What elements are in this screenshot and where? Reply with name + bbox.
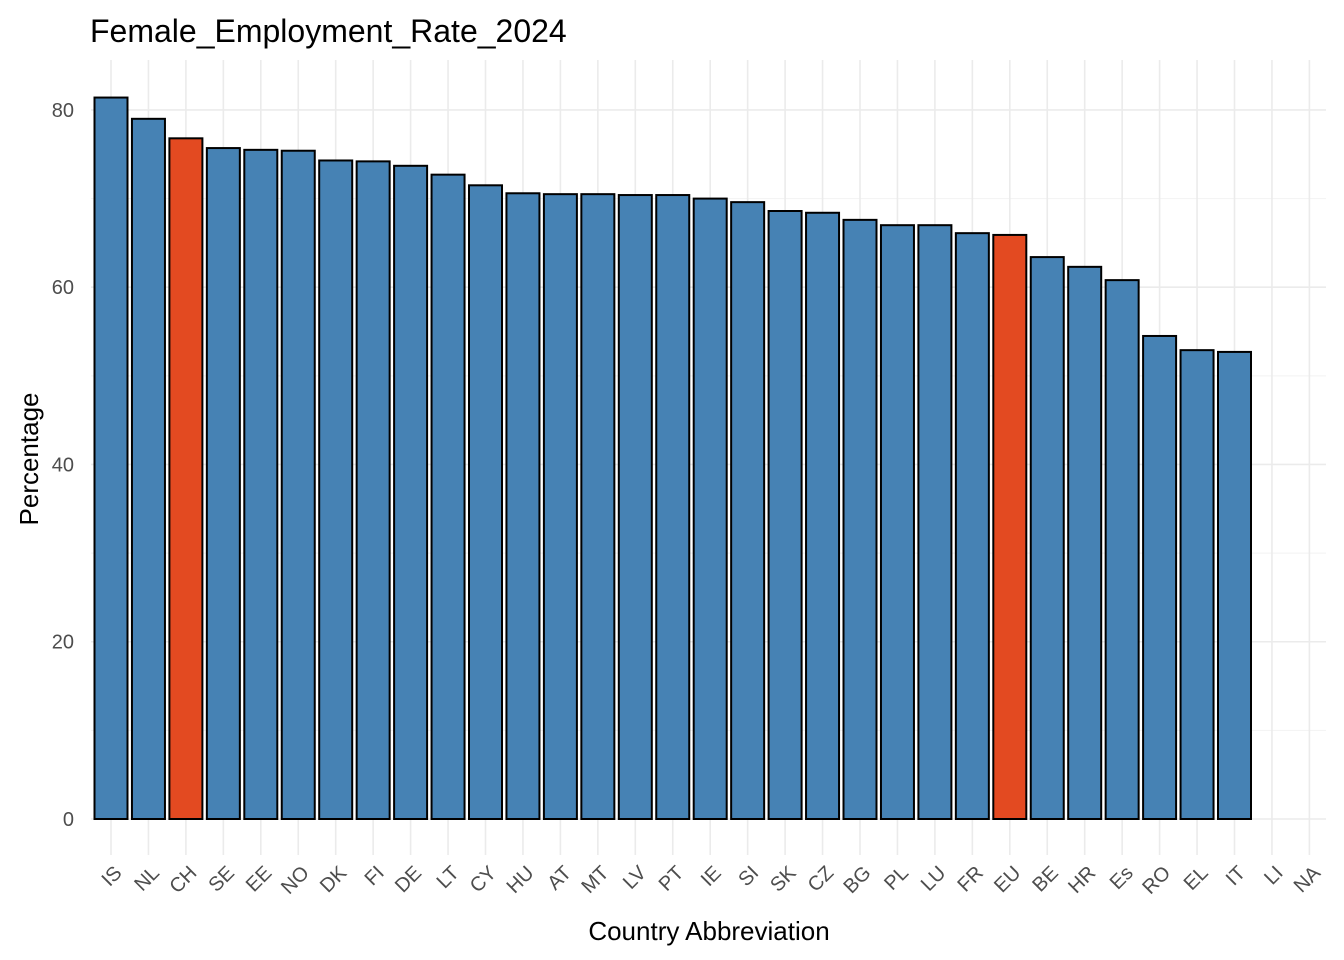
y-tick-label: 80 xyxy=(52,100,74,122)
x-tick-label-dk: DK xyxy=(316,862,352,898)
x-tick-label-it: IT xyxy=(1222,862,1250,890)
x-tick-label-ie: IE xyxy=(697,862,726,891)
x-tick-label-fr: FR xyxy=(954,862,988,896)
y-tick-label: 0 xyxy=(63,809,74,831)
x-tick-label-eu: EU xyxy=(990,862,1025,897)
bar-mt xyxy=(580,193,616,821)
bar-lv xyxy=(617,194,653,821)
bar-de xyxy=(393,164,429,821)
y-tick-label: 60 xyxy=(52,277,74,299)
x-tick-label-hr: HR xyxy=(1064,862,1100,898)
x-tick-label-lt: LT xyxy=(433,862,464,893)
x-tick-label-si: SI xyxy=(734,862,763,891)
bar-lt xyxy=(430,173,466,821)
x-tick-label-li: LI xyxy=(1260,862,1287,889)
x-tick-label-pt: PT xyxy=(655,862,689,896)
x-axis-ticks: IS NL CH SE EE NO DK FI DE LT CY HU AT MT LV PT IE SI SK CZ… xyxy=(98,862,1326,899)
bar-pt xyxy=(655,194,691,821)
x-tick-label-mt: MT xyxy=(577,862,613,898)
bar-dk xyxy=(318,159,354,821)
bar-hr xyxy=(1067,265,1103,820)
bar-ro xyxy=(1142,334,1178,820)
bar-se xyxy=(205,147,241,820)
x-tick-label-is: IS xyxy=(98,862,127,891)
x-axis-title: Country Abbreviation xyxy=(588,916,829,946)
x-tick-label-pl: PL xyxy=(880,862,913,895)
bar-sk xyxy=(767,210,803,820)
x-tick-label-nl: NL xyxy=(130,862,164,896)
x-tick-label-lv: LV xyxy=(619,862,651,894)
x-tick-label-cz: CZ xyxy=(804,862,838,896)
bar-hu xyxy=(505,192,541,820)
bar-el xyxy=(1179,349,1215,820)
x-tick-label-el: EL xyxy=(1180,862,1213,895)
y-tick-label: 20 xyxy=(52,632,74,654)
bar-fr xyxy=(954,232,990,821)
x-tick-label-be: BE xyxy=(1028,862,1062,896)
x-tick-label-cy: CY xyxy=(466,862,501,897)
bar-pl xyxy=(879,224,915,820)
bar-no xyxy=(280,149,316,821)
x-tick-label-at: AT xyxy=(543,862,576,895)
x-tick-label-ch: CH xyxy=(165,862,201,898)
bar-nl xyxy=(130,117,166,820)
bar-it xyxy=(1217,350,1252,820)
bar-ee xyxy=(243,148,279,820)
x-tick-label-de: DE xyxy=(391,862,426,897)
x-tick-label-hu: HU xyxy=(503,862,539,898)
x-tick-label-se: SE xyxy=(205,862,239,896)
bar-be xyxy=(1029,256,1065,820)
x-tick-label-ee: EE xyxy=(242,862,276,896)
x-tick-label-bg: BG xyxy=(840,862,876,898)
bar-bg xyxy=(842,218,878,821)
bar-cz xyxy=(805,211,841,820)
y-axis-title: Percentage xyxy=(14,393,44,526)
x-tick-label-no: NO xyxy=(277,862,314,899)
x-tick-label-ro: RO xyxy=(1138,862,1175,899)
x-tick-label-na: NA xyxy=(1290,862,1326,898)
bar-si xyxy=(730,201,766,820)
y-tick-label: 40 xyxy=(52,454,74,476)
bar-eu xyxy=(992,233,1028,820)
bar-es xyxy=(1104,279,1140,820)
bar-is xyxy=(93,96,129,821)
bar-ch xyxy=(168,137,204,820)
y-axis-ticks: 0 20 40 60 80 xyxy=(52,100,74,831)
x-tick-label-fi: FI xyxy=(361,862,389,890)
bar-cy xyxy=(468,184,503,821)
x-tick-label-es: Es xyxy=(1106,862,1138,894)
bars xyxy=(93,96,1252,821)
x-tick-label-sk: SK xyxy=(766,862,801,897)
chart-title: Female_Employment_Rate_2024 xyxy=(90,13,567,49)
bar-at xyxy=(542,193,578,821)
bar-fi xyxy=(355,160,391,820)
bar-lu xyxy=(917,224,953,820)
x-tick-label-lu: LU xyxy=(917,862,951,896)
bar-ie xyxy=(692,197,728,820)
